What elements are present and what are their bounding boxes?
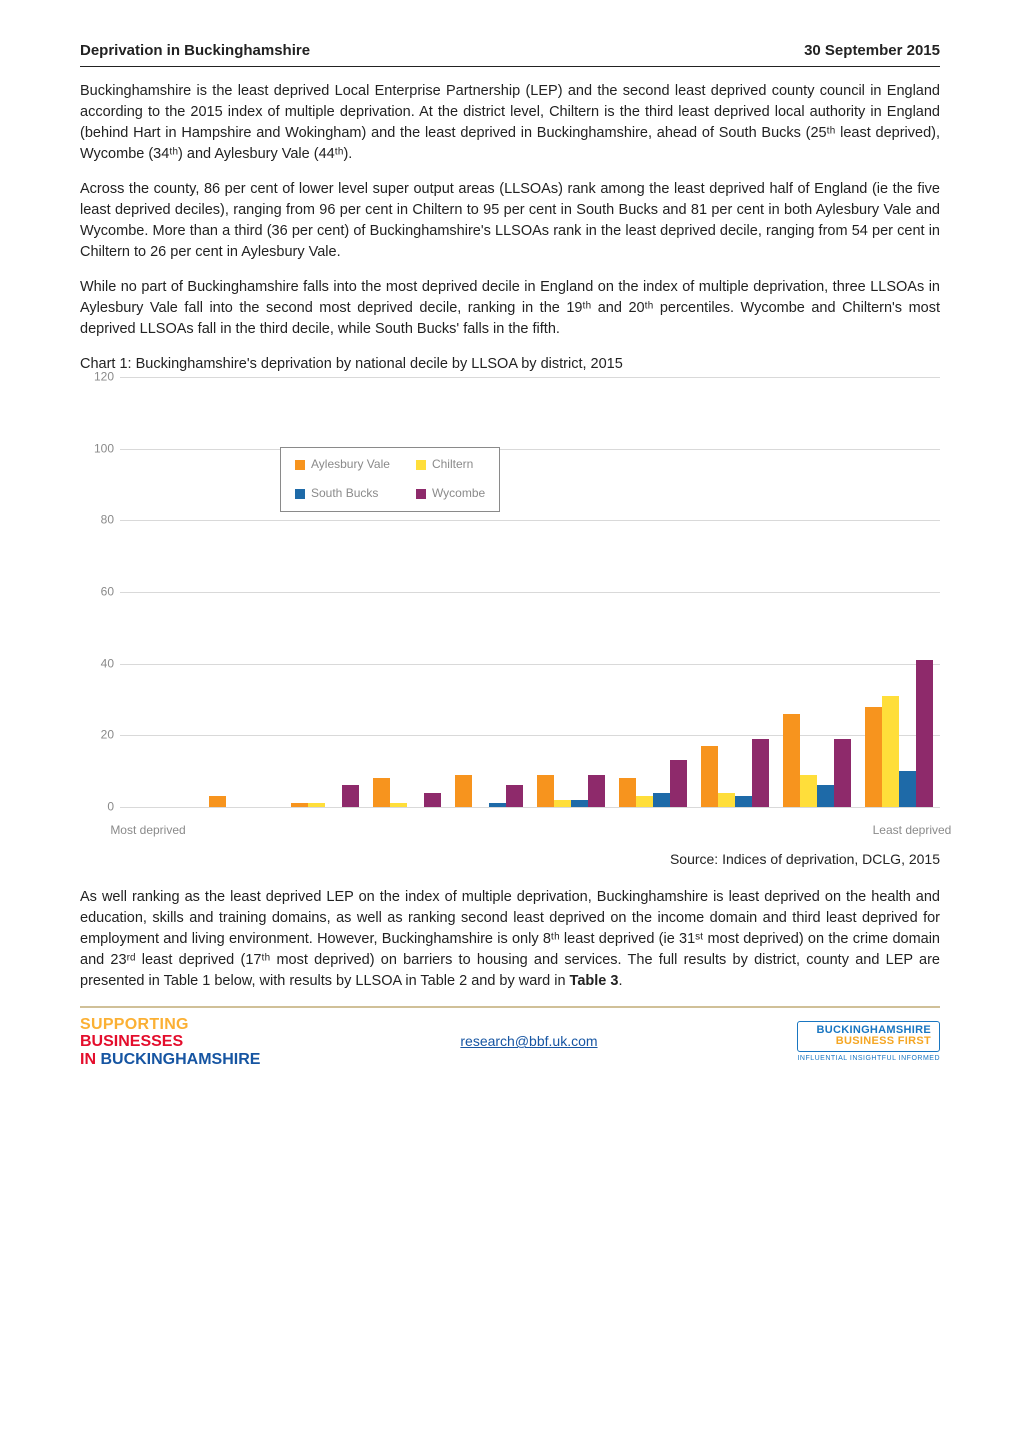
bar-aylesbury-vale	[865, 707, 882, 807]
decile-group	[291, 785, 359, 807]
bar-wycombe	[506, 785, 523, 807]
bar-chiltern	[636, 796, 653, 807]
legend-item: Chiltern	[416, 456, 485, 473]
decile-group	[701, 739, 769, 807]
paragraph-2: Across the county, 86 per cent of lower …	[80, 179, 940, 263]
paragraph-1: Buckinghamshire is the least deprived Lo…	[80, 81, 940, 165]
legend-item: South Bucks	[295, 485, 390, 502]
bar-south-bucks	[653, 793, 670, 807]
legend-swatch	[295, 489, 305, 499]
p4-bold: Table 3	[570, 973, 619, 989]
bar-aylesbury-vale	[783, 714, 800, 807]
doc-date: 30 September 2015	[804, 40, 940, 62]
y-axis-label: 40	[101, 655, 114, 672]
bar-aylesbury-vale	[619, 778, 636, 807]
chart-source: Source: Indices of deprivation, DCLG, 20…	[80, 849, 940, 869]
bar-aylesbury-vale	[373, 778, 390, 807]
footer-l2: BUSINESSES	[80, 1033, 260, 1051]
bar-aylesbury-vale	[537, 775, 554, 807]
paragraph-3: While no part of Buckinghamshire falls i…	[80, 277, 940, 340]
y-axis-label: 100	[94, 440, 114, 457]
footer-l1: SUPPORTING	[80, 1016, 260, 1034]
bar-wycombe	[752, 739, 769, 807]
footer-l3-rest: BUCKINGHAMSHIRE	[100, 1051, 260, 1068]
footer-l3: IN BUCKINGHAMSHIRE	[80, 1051, 260, 1069]
bar-aylesbury-vale	[209, 796, 226, 807]
doc-title: Deprivation in Buckinghamshire	[80, 40, 310, 62]
bar-south-bucks	[571, 800, 588, 807]
footer-left-logo: SUPPORTING BUSINESSES IN BUCKINGHAMSHIRE	[80, 1016, 260, 1069]
bar-aylesbury-vale	[701, 746, 718, 807]
bar-aylesbury-vale	[291, 803, 308, 807]
bar-wycombe	[670, 760, 687, 807]
bar-chiltern	[554, 800, 571, 807]
legend-item: Wycombe	[416, 485, 485, 502]
footer-email-link[interactable]: research@bbf.uk.com	[460, 1033, 597, 1049]
decile-group	[209, 796, 277, 807]
x-label-right: Least deprived	[872, 823, 952, 837]
legend-label: Aylesbury Vale	[311, 456, 390, 473]
header-row: Deprivation in Buckinghamshire 30 Septem…	[80, 40, 940, 67]
bar-south-bucks	[735, 796, 752, 807]
footer-right-tag: INFLUENTIAL INSIGHTFUL INFORMED	[797, 1054, 940, 1064]
bar-wycombe	[588, 775, 605, 807]
chart-title: Chart 1: Buckinghamshire's deprivation b…	[80, 354, 940, 375]
footer-right-logo: BUCKINGHAMSHIRE BUSINESS FIRST INFLUENTI…	[797, 1021, 940, 1064]
gridline	[120, 807, 940, 808]
y-axis-label: 80	[101, 512, 114, 529]
legend-label: South Bucks	[311, 485, 378, 502]
footer-center: research@bbf.uk.com	[460, 1031, 597, 1053]
bar-chiltern	[718, 793, 735, 807]
footer-l3-in: IN	[80, 1051, 100, 1068]
bar-south-bucks	[817, 785, 834, 807]
y-axis-label: 120	[94, 368, 114, 385]
decile-group	[619, 760, 687, 807]
bar-chiltern	[308, 803, 325, 807]
decile-group	[455, 775, 523, 807]
bar-chiltern	[390, 803, 407, 807]
decile-group	[537, 775, 605, 807]
decile-group	[783, 714, 851, 807]
legend-item: Aylesbury Vale	[295, 456, 390, 473]
legend-swatch	[416, 489, 426, 499]
p4-pre: As well ranking as the least deprived LE…	[80, 889, 940, 989]
x-label-left: Most deprived	[108, 823, 188, 837]
bar-chiltern	[800, 775, 817, 807]
y-axis-label: 0	[107, 798, 114, 815]
footer-right-l2: BUSINESS FIRST	[806, 1036, 931, 1048]
chart-legend: Aylesbury Vale Chiltern South Bucks Wycombe	[280, 447, 500, 512]
decile-group	[865, 660, 933, 807]
y-axis-label: 20	[101, 727, 114, 744]
legend-label: Wycombe	[432, 485, 485, 502]
bar-wycombe	[916, 660, 933, 807]
chart-1: 020406080100120 Aylesbury ValeChilternSo…	[80, 377, 940, 837]
decile-group	[373, 778, 441, 807]
bar-south-bucks	[489, 803, 506, 807]
bar-wycombe	[342, 785, 359, 807]
legend-swatch	[295, 460, 305, 470]
legend-label: Chiltern	[432, 456, 473, 473]
footer: SUPPORTING BUSINESSES IN BUCKINGHAMSHIRE…	[80, 1008, 940, 1069]
bar-wycombe	[424, 793, 441, 807]
p4-post: .	[618, 973, 622, 989]
bar-south-bucks	[899, 771, 916, 807]
bar-chiltern	[882, 696, 899, 807]
y-axis-label: 60	[101, 583, 114, 600]
bar-wycombe	[834, 739, 851, 807]
paragraph-4: As well ranking as the least deprived LE…	[80, 887, 940, 992]
bar-aylesbury-vale	[455, 775, 472, 807]
legend-swatch	[416, 460, 426, 470]
footer-right-box: BUCKINGHAMSHIRE BUSINESS FIRST	[797, 1021, 940, 1052]
